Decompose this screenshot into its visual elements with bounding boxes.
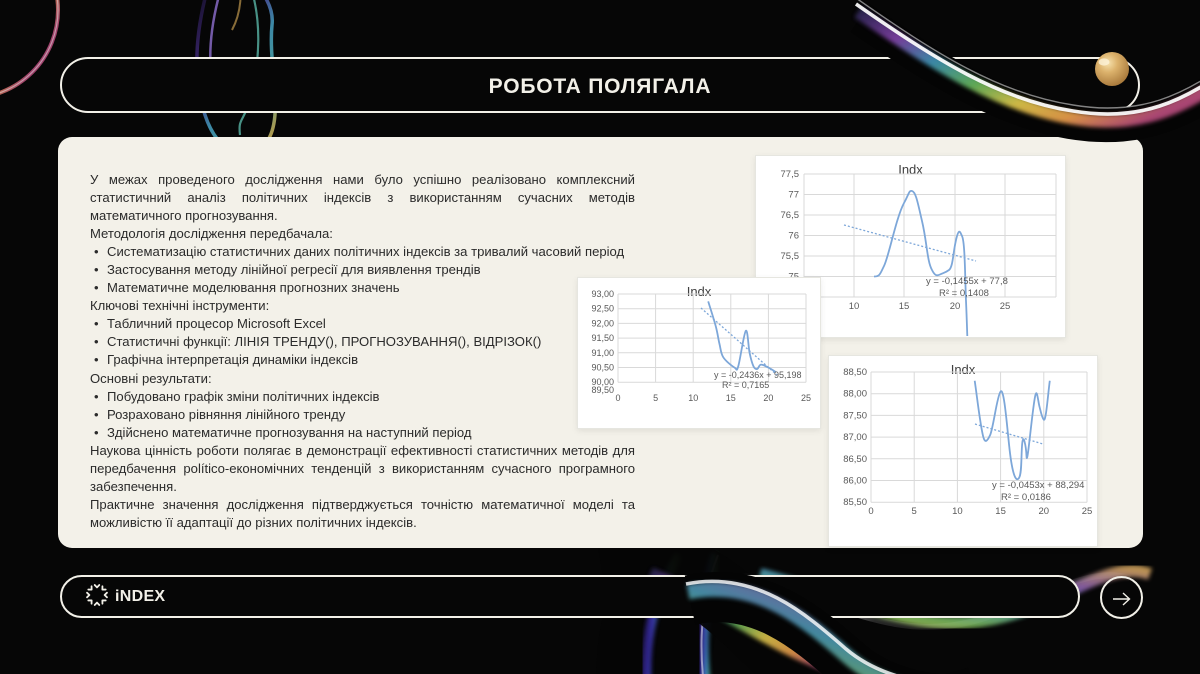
svg-text:88,50: 88,50 — [843, 367, 867, 378]
svg-text:20: 20 — [950, 301, 961, 312]
svg-text:0: 0 — [868, 506, 873, 517]
svg-text:75,5: 75,5 — [781, 251, 800, 262]
svg-text:15: 15 — [899, 301, 910, 312]
svg-text:0: 0 — [615, 393, 620, 403]
svg-text:y = -0,0453x + 88,294: y = -0,0453x + 88,294 — [992, 480, 1084, 491]
svg-text:89,50: 89,50 — [591, 385, 614, 395]
svg-text:92,50: 92,50 — [591, 304, 614, 314]
svg-text:76,5: 76,5 — [781, 210, 800, 221]
svg-text:87,50: 87,50 — [843, 410, 867, 421]
svg-text:92,00: 92,00 — [591, 318, 614, 328]
svg-text:y = -0,2436x + 95,198: y = -0,2436x + 95,198 — [714, 370, 802, 380]
svg-text:15: 15 — [995, 506, 1006, 517]
svg-text:87,00: 87,00 — [843, 432, 867, 443]
svg-text:20: 20 — [763, 393, 773, 403]
svg-text:77,5: 77,5 — [781, 169, 800, 180]
svg-text:85,50: 85,50 — [843, 497, 867, 508]
svg-text:91,00: 91,00 — [591, 348, 614, 358]
svg-text:R² = 0,0186: R² = 0,0186 — [1001, 492, 1051, 503]
svg-text:25: 25 — [1082, 506, 1093, 517]
svg-text:20: 20 — [1039, 506, 1050, 517]
svg-text:90,50: 90,50 — [591, 363, 614, 373]
svg-text:10: 10 — [688, 393, 698, 403]
svg-text:R² = 0,1408: R² = 0,1408 — [939, 288, 989, 299]
svg-text:25: 25 — [801, 393, 811, 403]
svg-text:R² = 0,7165: R² = 0,7165 — [722, 380, 769, 390]
svg-text:25: 25 — [1000, 301, 1011, 312]
svg-text:15: 15 — [726, 393, 736, 403]
svg-text:77: 77 — [788, 190, 799, 201]
svg-text:91,50: 91,50 — [591, 333, 614, 343]
svg-text:5: 5 — [912, 506, 917, 517]
svg-text:86,00: 86,00 — [843, 476, 867, 487]
svg-text:10: 10 — [849, 301, 860, 312]
svg-text:10: 10 — [952, 506, 963, 517]
svg-text:76: 76 — [788, 231, 799, 242]
svg-text:86,50: 86,50 — [843, 454, 867, 465]
svg-text:88,00: 88,00 — [843, 389, 867, 400]
svg-text:5: 5 — [653, 393, 658, 403]
svg-text:93,00: 93,00 — [591, 289, 614, 299]
svg-text:y = -0,1455x + 77,8: y = -0,1455x + 77,8 — [926, 276, 1008, 287]
